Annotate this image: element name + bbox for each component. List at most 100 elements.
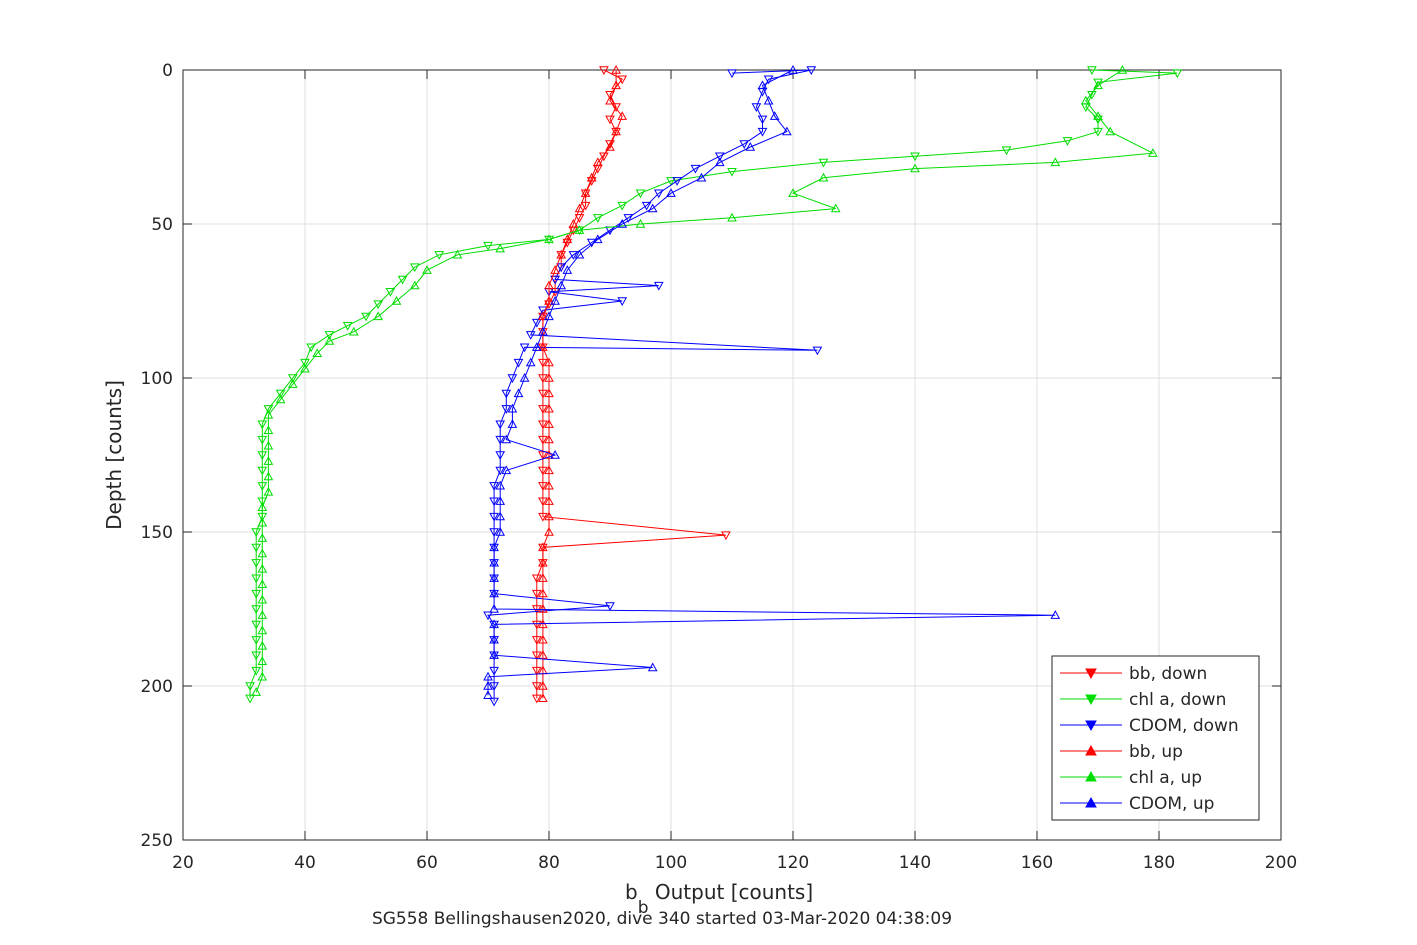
y-tick-label: 100 [141,369,173,389]
data-point [519,343,530,353]
data-point [531,342,542,351]
data-point [647,662,658,672]
legend-entry-label: bb, up [1129,742,1183,762]
data-point [495,451,506,461]
data-point [1093,111,1103,120]
data-point [251,651,262,661]
data-point [507,374,518,384]
data-point [397,275,408,285]
data-point [623,214,634,223]
data-point [538,405,548,414]
data-point [1087,66,1097,76]
data-point [788,188,798,197]
data-point [763,75,774,85]
data-point [586,172,597,182]
data-point [617,201,628,211]
data-point [1050,610,1061,619]
data-point [263,486,274,496]
y-tick-label: 50 [151,215,173,235]
data-point [251,574,262,584]
data-point [538,512,548,522]
data-point [513,358,524,368]
data-point [1117,64,1128,74]
data-point [635,189,646,199]
data-point [806,66,817,76]
data-point [617,218,628,228]
data-point [1172,69,1183,79]
data-point [556,263,567,273]
data-point [910,163,920,173]
data-point [531,636,542,645]
data-point [348,326,359,336]
legend-marker [1085,668,1097,680]
data-point [788,64,798,74]
data-point [257,579,268,589]
data-point [611,103,621,112]
data-point [538,466,548,476]
data-point [251,589,262,599]
legend-marker [1085,744,1097,756]
data-point [257,640,268,650]
data-point [257,610,268,619]
data-point [391,295,402,305]
x-axis-label-rest: Output [counts] [649,880,814,904]
legend: bb, down chl a, down CDOM, down bb, up chl a… [1051,655,1260,821]
data-point [647,203,658,213]
data-point [483,241,493,251]
data-point [525,357,536,367]
y-tick-label: 250 [141,831,173,851]
data-point [538,497,548,507]
data-point [531,620,542,630]
data-point [257,502,268,512]
legend-marker [1085,796,1097,808]
data-point [361,312,371,322]
data-point [263,456,274,465]
data-point [544,511,554,521]
data-point [769,111,780,120]
data-point [592,157,603,167]
data-point [592,214,603,223]
data-point [300,363,310,373]
data-point [538,311,548,321]
data-point [544,449,554,459]
data-point [1062,137,1073,146]
data-point [714,157,725,167]
data-point [556,280,567,290]
data-point [251,687,262,696]
data-point [422,265,432,274]
data-point [251,636,262,645]
x-tick-label: 40 [294,853,316,873]
data-point [550,295,560,305]
data-point [562,234,573,244]
data-point [489,512,499,522]
data-point [263,425,274,435]
data-point [257,466,268,476]
data-point [489,482,499,491]
data-point [501,465,512,475]
data-point [544,496,554,505]
x-tick-label: 200 [1265,853,1297,873]
data-point [538,680,548,690]
data-point [574,225,585,234]
data-point [538,634,548,644]
data-point [653,189,664,199]
data-point [592,234,603,244]
data-point [544,295,554,305]
data-point [489,588,499,598]
data-point [489,573,499,582]
data-point [605,602,615,611]
x-tick-label: 120 [777,853,809,873]
x-tick-label: 140 [899,853,931,873]
data-point [672,177,682,186]
data-point [1050,157,1061,167]
data-point [666,188,676,197]
data-point [251,543,262,553]
data-point [538,542,548,552]
data-point [531,682,542,692]
data-point [538,573,548,582]
data-point [617,111,628,120]
data-point [751,103,762,112]
data-point [263,409,274,419]
data-point [507,419,518,428]
data-point [562,265,573,274]
